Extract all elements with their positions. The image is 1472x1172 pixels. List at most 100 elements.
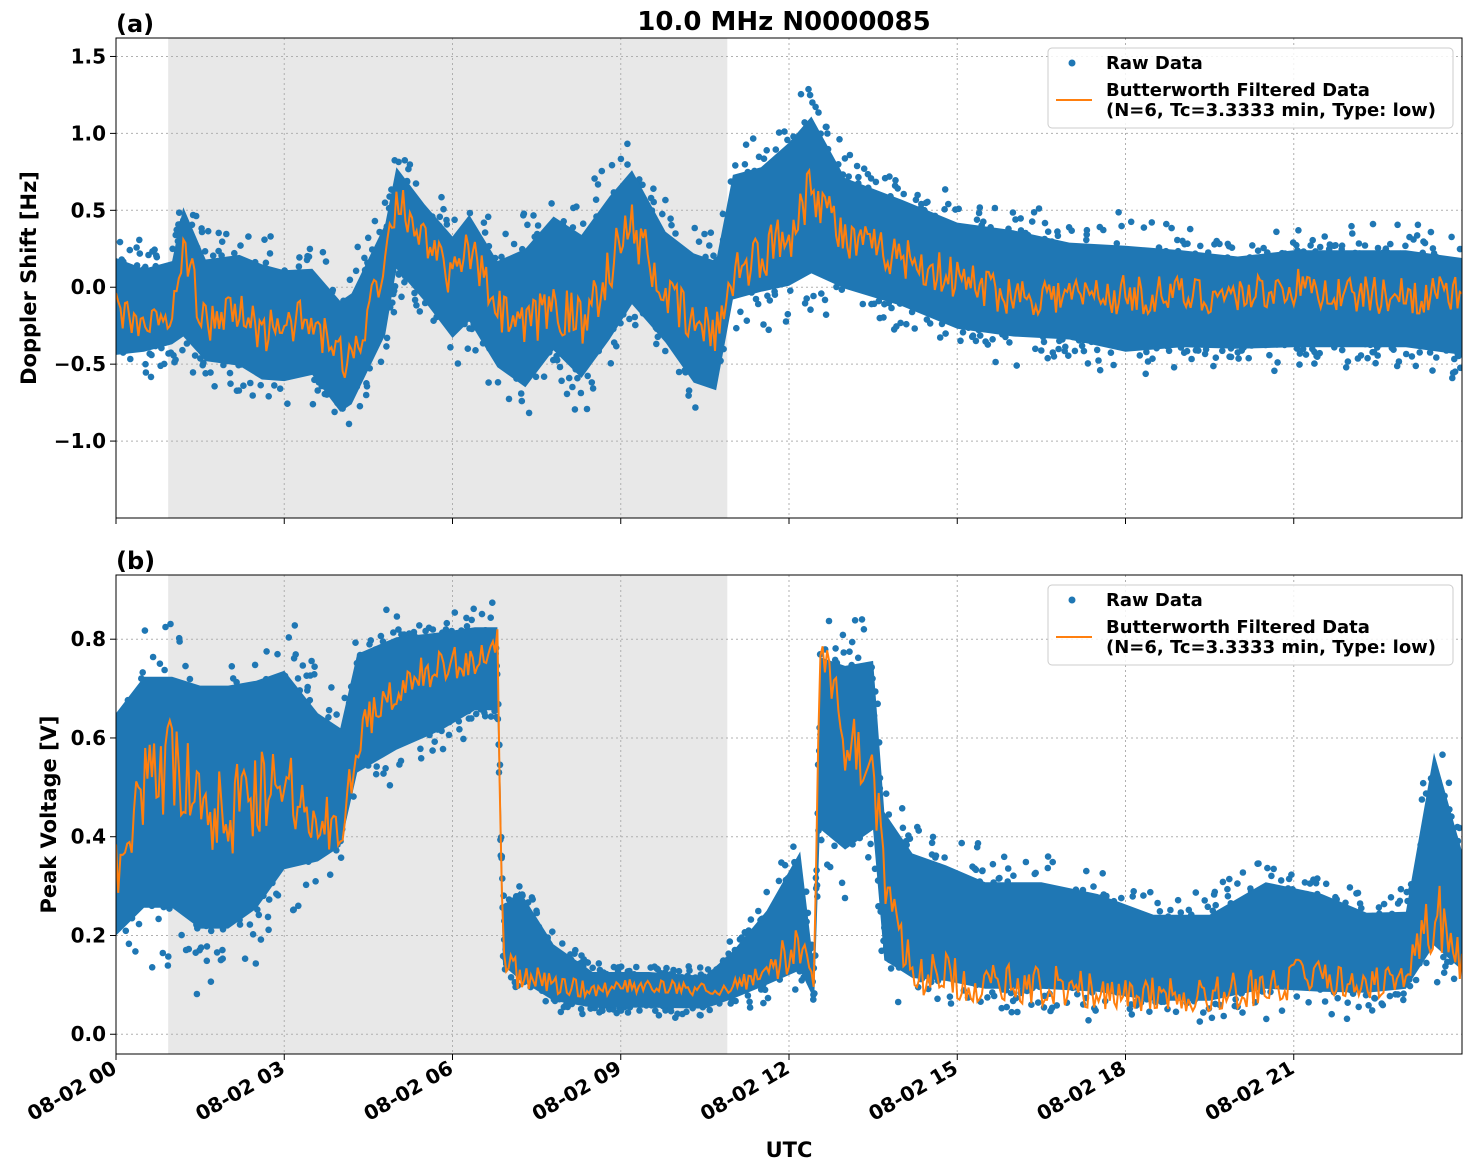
raw-data-point — [290, 906, 298, 913]
raw-data-point — [1387, 240, 1394, 248]
y-tick-label: 0.5 — [71, 198, 106, 222]
raw-data-point — [652, 1007, 659, 1014]
raw-data-point — [309, 400, 317, 408]
raw-data-point — [1293, 241, 1300, 249]
raw-data-point — [292, 651, 300, 658]
raw-data-point — [1084, 360, 1092, 367]
raw-data-point — [122, 927, 130, 935]
raw-data-point — [354, 243, 362, 251]
raw-data-point — [416, 622, 423, 629]
raw-data-point — [481, 229, 489, 236]
raw-data-point — [164, 962, 172, 969]
raw-data-point — [1338, 346, 1346, 354]
raw-data-point — [429, 747, 436, 754]
raw-data-point — [311, 671, 318, 678]
raw-data-point — [1143, 348, 1150, 356]
raw-data-point — [178, 931, 185, 939]
raw-data-point — [584, 959, 592, 966]
raw-data-point — [1127, 218, 1135, 226]
raw-data-point — [784, 136, 791, 144]
raw-data-point — [440, 205, 447, 213]
raw-data-point — [487, 614, 495, 621]
raw-data-point — [941, 206, 948, 213]
raw-data-point — [853, 162, 861, 170]
raw-data-point — [148, 964, 156, 971]
legend-filtered-label: Butterworth Filtered Data — [1106, 80, 1370, 101]
raw-data-point — [741, 161, 749, 168]
raw-data-point — [237, 242, 244, 249]
raw-data-point — [1266, 351, 1273, 359]
raw-data-point — [505, 395, 513, 403]
raw-data-point — [1449, 374, 1456, 382]
raw-data-point — [746, 998, 753, 1006]
raw-data-point — [191, 352, 199, 359]
raw-data-point — [201, 248, 209, 255]
raw-data-point — [583, 405, 591, 413]
raw-data-point — [1296, 361, 1303, 368]
raw-data-point — [696, 964, 704, 971]
raw-data-point — [175, 209, 183, 216]
raw-data-point — [1390, 346, 1397, 354]
raw-data-point — [377, 358, 385, 366]
raw-data-point — [364, 234, 372, 242]
raw-data-point — [1080, 347, 1088, 355]
raw-data-point — [674, 1010, 681, 1018]
y-axis-label: Doppler Shift [Hz] — [17, 171, 41, 385]
raw-data-point — [1044, 228, 1052, 235]
raw-data-point — [697, 1012, 704, 1019]
raw-data-point — [261, 236, 268, 243]
raw-data-point — [451, 609, 459, 616]
raw-data-point — [872, 178, 880, 186]
raw-data-point — [463, 614, 470, 622]
raw-data-point — [153, 253, 161, 261]
raw-data-point — [763, 147, 770, 154]
raw-data-point — [326, 871, 334, 878]
raw-data-point — [161, 666, 168, 674]
raw-data-point — [1041, 219, 1049, 227]
raw-data-point — [911, 325, 918, 332]
raw-data-point — [182, 662, 189, 670]
raw-data-point — [1316, 349, 1323, 357]
raw-data-point — [431, 738, 439, 745]
raw-data-point — [1054, 232, 1062, 240]
raw-data-point — [1245, 354, 1252, 362]
raw-data-point — [1402, 350, 1410, 358]
raw-data-point — [285, 634, 293, 641]
raw-data-point — [1227, 353, 1235, 361]
raw-data-point — [189, 369, 197, 376]
raw-data-point — [480, 219, 488, 226]
raw-data-point — [1355, 240, 1363, 247]
raw-data-point — [556, 363, 564, 371]
raw-data-point — [781, 128, 788, 135]
raw-data-point — [169, 245, 176, 253]
raw-data-point — [478, 610, 486, 618]
raw-data-point — [295, 902, 302, 910]
panel-label: (a) — [116, 10, 154, 38]
raw-data-point — [413, 302, 420, 309]
raw-data-point — [557, 1008, 565, 1016]
raw-data-point — [806, 91, 814, 99]
raw-data-point — [914, 191, 921, 199]
raw-data-point — [579, 1010, 586, 1018]
raw-data-point — [594, 181, 602, 188]
raw-data-point — [436, 213, 444, 221]
raw-data-point — [1212, 354, 1220, 362]
raw-data-point — [211, 383, 218, 390]
raw-data-point — [815, 109, 822, 116]
raw-data-point — [1228, 244, 1236, 251]
raw-data-point — [888, 304, 895, 312]
raw-data-point — [472, 347, 479, 354]
raw-data-point — [826, 863, 834, 871]
raw-data-point — [395, 158, 402, 166]
raw-data-point — [463, 623, 471, 630]
raw-data-point — [650, 185, 657, 192]
raw-data-point — [653, 340, 660, 348]
raw-data-point — [265, 896, 273, 903]
raw-data-point — [1136, 352, 1144, 359]
raw-data-point — [886, 173, 893, 180]
raw-data-point — [247, 379, 254, 387]
raw-data-point — [747, 916, 755, 923]
raw-data-point — [246, 921, 254, 928]
raw-data-point — [1184, 240, 1191, 247]
raw-data-point — [742, 141, 750, 148]
